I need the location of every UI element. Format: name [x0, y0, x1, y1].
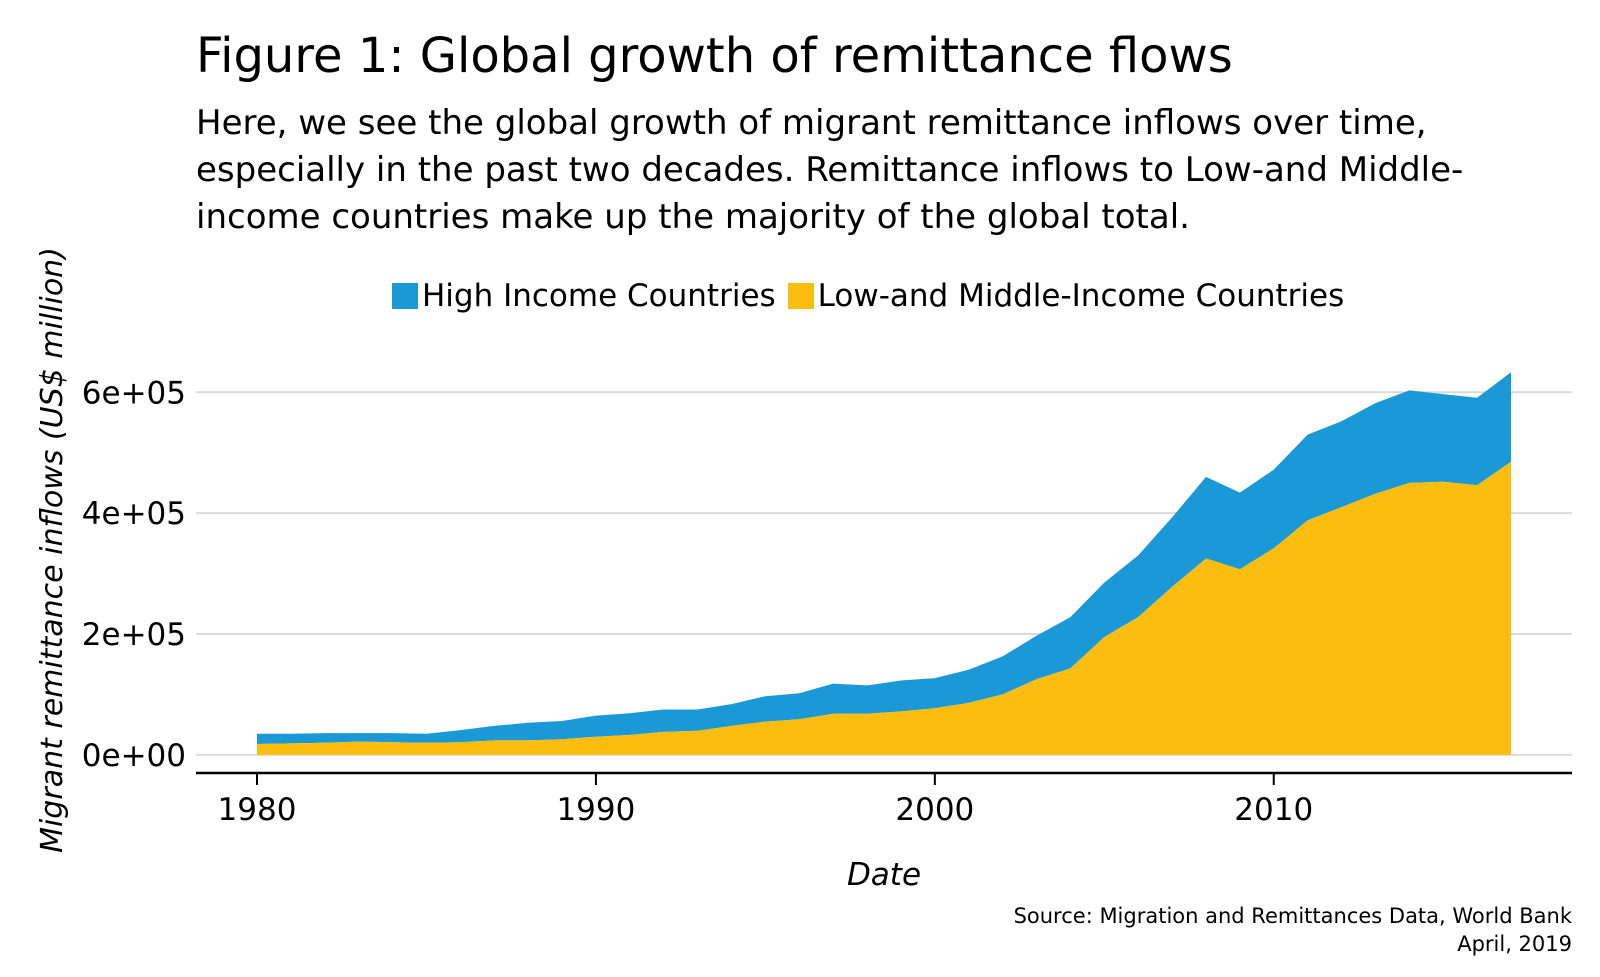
source-note: Source: Migration and Remittances Data, …	[1014, 902, 1572, 958]
x-tick-label: 2000	[895, 792, 974, 828]
legend-item-high-income: High Income Countries	[392, 278, 776, 314]
y-tick-label: 0e+00	[82, 738, 186, 774]
source-date: April, 2019	[1457, 932, 1572, 956]
y-tick-label: 2e+05	[82, 617, 186, 653]
source-line: Source: Migration and Remittances Data, …	[1013, 904, 1572, 928]
x-axis-title: Date	[847, 857, 921, 893]
x-tick-label: 1990	[556, 792, 635, 828]
x-tick-label: 2010	[1234, 792, 1313, 828]
chart-title: Figure 1: Global growth of remittance fl…	[196, 28, 1233, 84]
legend-swatch-low-middle-income	[787, 283, 814, 309]
x-tick-label: 1980	[218, 792, 297, 828]
area-low-middle-income	[257, 461, 1511, 755]
area-high-income	[257, 372, 1511, 744]
legend-item-low-middle-income: Low-and Middle-Income Countries	[787, 278, 1345, 314]
legend-label-low-middle-income: Low-and Middle-Income Countries	[817, 278, 1345, 314]
legend-label-high-income: High Income Countries	[422, 278, 776, 314]
chart-subtitle: Here, we see the global growth of migran…	[196, 103, 1464, 237]
legend-swatch-high-income	[392, 283, 418, 309]
legend: High Income Countries Low-and Middle-Inc…	[392, 276, 1356, 316]
y-tick-label: 4e+05	[82, 496, 186, 532]
y-tick-label: 6e+05	[82, 375, 186, 411]
y-axis-title: Migrant remittance inflows (US$ million)	[35, 247, 70, 853]
